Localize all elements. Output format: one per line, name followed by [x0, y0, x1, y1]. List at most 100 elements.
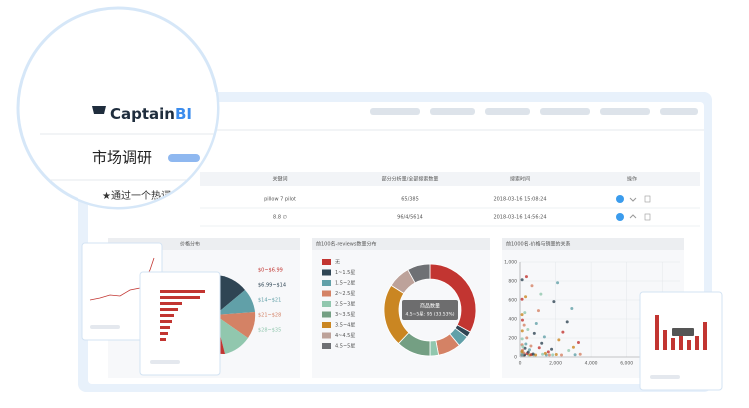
scatter-dot	[520, 350, 524, 354]
scatter-dot	[534, 353, 538, 357]
scatter-dot	[539, 292, 543, 296]
logo-icon	[92, 106, 106, 114]
scatter-dot	[528, 348, 531, 352]
scatter-dot	[560, 353, 564, 357]
x-tick-label: 2,000	[549, 361, 562, 367]
scatter-dot	[520, 313, 524, 317]
scatter-dot	[526, 350, 530, 354]
x-tick-label: 6,000	[620, 361, 633, 367]
panel-header	[502, 238, 684, 250]
page-title: 市场调研	[92, 149, 152, 167]
scatter-dot	[524, 295, 528, 299]
delete-button[interactable]	[644, 213, 651, 221]
scatter-dot	[524, 342, 528, 346]
expand-toggle[interactable]	[629, 214, 637, 219]
cell: 2018-03-16 15:08:24	[493, 197, 546, 203]
tag	[168, 154, 200, 162]
legend-swatch	[322, 322, 331, 328]
legend-swatch	[322, 343, 331, 349]
scatter-dot	[551, 353, 555, 357]
cell: 2018-03-16 14:56:24	[493, 215, 546, 221]
pie-label: $0~$6.99	[258, 268, 283, 274]
scatter-dot	[520, 297, 524, 301]
panel	[312, 238, 490, 378]
pie-label: $28~$35	[258, 328, 281, 334]
table: 关键词 部分分析量/全部搜索数量 搜索时间 操作 pillow 7 pilot 65/38…	[200, 176, 700, 227]
y-tick-label: 1,000	[504, 260, 517, 266]
tooltip-text: 4.5~5星: 95 (33.53%)	[405, 312, 454, 318]
legend-swatch	[322, 301, 331, 307]
panel-title: 价格分布	[180, 241, 200, 248]
scatter-dot	[571, 345, 575, 349]
legend-label: 3~3.5星	[335, 312, 355, 318]
x-tick-label: 0	[519, 361, 522, 367]
panel-title: 前100名-reviews数量分布	[316, 241, 377, 248]
cell: 96/4/5614	[397, 215, 423, 221]
status-badge	[616, 195, 624, 203]
legend-label: 2~2.5星	[335, 291, 355, 297]
nav-placeholders	[370, 108, 698, 115]
legend-label: 无	[335, 260, 340, 266]
y-tick-label: 0	[514, 355, 517, 361]
y-tick-label: 800	[508, 279, 517, 285]
legend-label: 2.5~3星	[335, 302, 355, 308]
scatter-dot	[531, 352, 535, 356]
scatter-dot	[556, 281, 560, 285]
scatter-dot	[520, 278, 524, 282]
legend-swatch	[322, 259, 331, 265]
legend-swatch	[322, 290, 331, 297]
scatter-dot	[540, 341, 544, 345]
y-tick-label: 600	[508, 298, 517, 304]
scatter-dot	[524, 275, 528, 279]
scatter-dot	[521, 345, 525, 349]
scatter-dot	[573, 353, 577, 357]
scatter-dot	[534, 322, 538, 326]
cell: 65/385	[401, 197, 419, 203]
scatter-dot	[554, 353, 558, 357]
scatter-dot	[536, 309, 540, 313]
legend-label: 1.5~2星	[335, 281, 355, 287]
cell: 8.8 ∅	[273, 215, 287, 221]
scatter-dot	[522, 323, 526, 327]
x-tick-label: 4,000	[585, 361, 598, 367]
scatter-dot	[552, 300, 556, 304]
scatter-dot	[520, 337, 524, 341]
legend-swatch	[322, 280, 331, 286]
panel-title: 前1000名-价格与销量的关系	[506, 241, 571, 248]
scatter-dot	[542, 335, 546, 339]
scatter-dot	[525, 336, 529, 340]
scatter-dot	[576, 340, 580, 344]
scatter-dot	[547, 353, 551, 357]
scatter-dot	[541, 352, 545, 356]
column-header: 操作	[627, 176, 637, 183]
scatter-dot	[530, 284, 534, 288]
scatter-dot	[529, 344, 533, 348]
scatter-dot	[526, 328, 530, 332]
donut-segment	[407, 263, 431, 284]
legend-swatch	[322, 311, 331, 318]
scatter-dot	[557, 338, 561, 342]
scatter-dot	[520, 353, 524, 357]
table-header	[200, 172, 700, 186]
scatter-dot	[546, 350, 550, 354]
scatter-dot	[561, 330, 565, 334]
scatter-dot	[570, 307, 574, 311]
panel-header	[312, 238, 490, 250]
scatter-dot	[543, 351, 547, 355]
tooltip	[402, 300, 458, 320]
logo: CaptainBI	[110, 105, 192, 123]
pie-label: $21~$28	[258, 313, 281, 319]
legend-swatch	[322, 269, 331, 276]
legend-label: 4.5~5星	[335, 344, 355, 350]
legend-label: 4~4.5星	[335, 333, 355, 339]
cell: pillow 7 pilot	[264, 197, 296, 203]
expand-toggle[interactable]	[629, 197, 637, 202]
magnifier: CaptainBI 市场调研 ★通过一个热词在亚马逊	[16, 6, 220, 210]
donut	[383, 263, 477, 357]
tooltip-title: 商品数量	[420, 303, 440, 310]
delete-button[interactable]	[644, 195, 651, 203]
popup-card	[639, 291, 723, 391]
scatter-dot	[537, 346, 541, 350]
column-header: 关键词	[272, 176, 287, 183]
column-header: 搜索时间	[510, 176, 530, 183]
